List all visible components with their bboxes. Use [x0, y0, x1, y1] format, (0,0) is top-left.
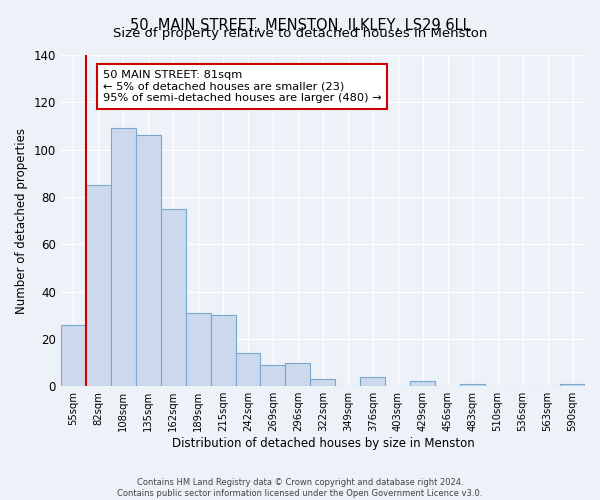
- Bar: [260, 365, 286, 386]
- Bar: [560, 384, 585, 386]
- X-axis label: Distribution of detached houses by size in Menston: Distribution of detached houses by size …: [172, 437, 474, 450]
- Bar: [86, 185, 111, 386]
- Bar: [286, 362, 310, 386]
- Bar: [361, 376, 385, 386]
- Y-axis label: Number of detached properties: Number of detached properties: [15, 128, 28, 314]
- Bar: [111, 128, 136, 386]
- Bar: [161, 209, 185, 386]
- Bar: [460, 384, 485, 386]
- Bar: [236, 353, 260, 386]
- Text: 50, MAIN STREET, MENSTON, ILKLEY, LS29 6LL: 50, MAIN STREET, MENSTON, ILKLEY, LS29 6…: [130, 18, 470, 32]
- Text: 50 MAIN STREET: 81sqm
← 5% of detached houses are smaller (23)
95% of semi-detac: 50 MAIN STREET: 81sqm ← 5% of detached h…: [103, 70, 382, 103]
- Bar: [61, 324, 86, 386]
- Text: Size of property relative to detached houses in Menston: Size of property relative to detached ho…: [113, 28, 487, 40]
- Text: Contains HM Land Registry data © Crown copyright and database right 2024.
Contai: Contains HM Land Registry data © Crown c…: [118, 478, 482, 498]
- Bar: [310, 379, 335, 386]
- Bar: [410, 382, 435, 386]
- Bar: [185, 313, 211, 386]
- Bar: [211, 315, 236, 386]
- Bar: [136, 136, 161, 386]
